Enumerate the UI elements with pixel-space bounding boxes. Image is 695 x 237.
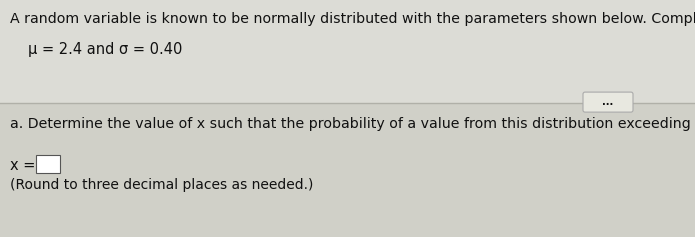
Text: ...: ... bbox=[603, 97, 614, 107]
Bar bbox=[36, 155, 60, 173]
Text: μ = 2.4 and σ = 0.40: μ = 2.4 and σ = 0.40 bbox=[28, 42, 182, 57]
FancyBboxPatch shape bbox=[583, 92, 633, 112]
Text: x =: x = bbox=[10, 158, 35, 173]
Bar bbox=[0, 103, 695, 237]
Text: a. Determine the value of x such that the probability of a value from this distr: a. Determine the value of x such that th… bbox=[10, 117, 695, 131]
Text: A random variable is known to be normally distributed with the parameters shown : A random variable is known to be normall… bbox=[10, 12, 695, 26]
Text: (Round to three decimal places as needed.): (Round to three decimal places as needed… bbox=[10, 178, 313, 192]
Bar bbox=[0, 0, 695, 103]
